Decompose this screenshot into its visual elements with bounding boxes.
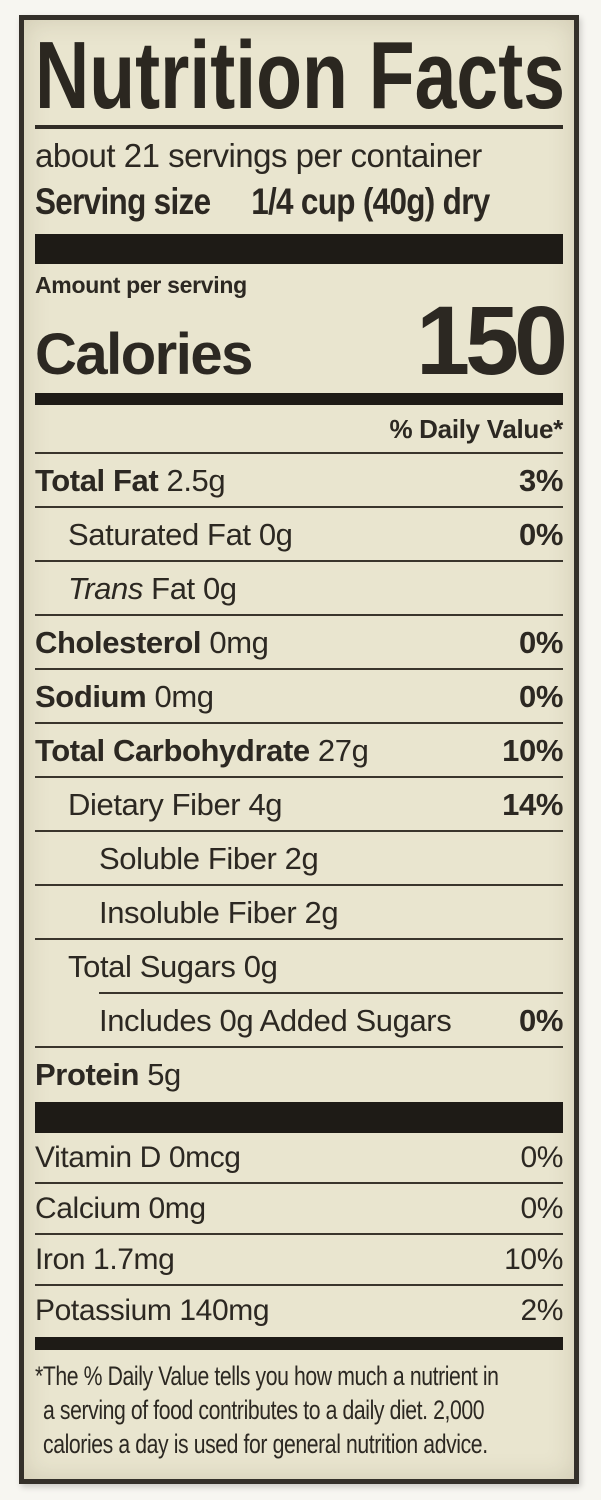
daily-value: 10% [502, 733, 563, 768]
footnote-line: calories a day is used for general nutri… [43, 1429, 488, 1459]
nutrient-row-calcium: Calcium 0mg 0% [35, 1182, 563, 1233]
nutrient-name: Dietary Fiber 4g [68, 787, 283, 822]
nutrient-row-total-fat: Total Fat 2.5g 3% [35, 452, 563, 506]
daily-value: 0% [518, 517, 563, 552]
label-title: Nutrition Facts [35, 34, 565, 120]
nutrient-row-saturated-fat: Saturated Fat 0g 0% [35, 506, 563, 560]
nutrient-name: Potassium 140mg [35, 1294, 270, 1327]
calories-row: Calories 150 [35, 286, 568, 395]
nutrient-row-protein: Protein 5g [35, 1046, 563, 1100]
nutrient-name: Vitamin D 0mcg [35, 1141, 241, 1174]
serving-size-label: Serving size [35, 181, 211, 222]
nutrient-name: Insoluble Fiber 2g [99, 895, 339, 930]
nutrient-name: Trans Fat 0g [68, 571, 237, 606]
nutrient-name: Total Sugars 0g [68, 949, 278, 984]
added-sugars-inset-divider [99, 992, 563, 994]
daily-value: 0% [518, 679, 563, 714]
nutrient-row-soluble-fiber: Soluble Fiber 2g [35, 830, 563, 884]
daily-value-header: % Daily Value* [389, 414, 563, 444]
nutrient-row-iron: Iron 1.7mg 10% [35, 1233, 563, 1284]
micronutrient-rows: Vitamin D 0mcg 0% Calcium 0mg 0% Iron 1.… [35, 1133, 563, 1335]
separator-bar-medium [35, 393, 563, 405]
nutrient-rows: Total Fat 2.5g 3% Saturated Fat 0g 0% Tr… [35, 452, 563, 1100]
nutrient-name: Protein 5g [35, 1057, 181, 1092]
serving-size-value: 1/4 cup (40g) dry [251, 181, 490, 222]
nutrient-row-trans-fat: Trans Fat 0g [35, 560, 563, 614]
nutrient-name: Iron 1.7mg [35, 1243, 175, 1276]
serving-size-gap [210, 179, 251, 224]
nutrient-row-insoluble-fiber: Insoluble Fiber 2g [35, 884, 563, 938]
daily-value: 3% [518, 463, 563, 498]
nutrient-row-cholesterol: Cholesterol 0mg 0% [35, 614, 563, 668]
daily-value: 2% [520, 1294, 563, 1327]
nutrient-row-total-sugars: Total Sugars 0g [35, 938, 563, 992]
nutrition-facts-label: Nutrition Facts about 21 servings per co… [19, 15, 579, 1484]
daily-value-footnote: *The % Daily Value tells you how much a … [35, 1359, 563, 1461]
nutrient-row-added-sugars: Includes 0g Added Sugars 0% [35, 994, 563, 1046]
nutrient-name: Saturated Fat 0g [68, 517, 293, 552]
amount-per-serving-label: Amount per serving [35, 272, 247, 298]
daily-value: 0% [520, 1141, 563, 1174]
servings-per-container: about 21 servings per container [35, 137, 482, 174]
nutrient-row-dietary-fiber: Dietary Fiber 4g 14% [35, 776, 563, 830]
nutrient-row-vitamin-d: Vitamin D 0mcg 0% [35, 1133, 563, 1182]
separator-bar-small [35, 1337, 563, 1350]
nutrient-row-sodium: Sodium 0mg 0% [35, 668, 563, 722]
nutrient-name: Total Fat 2.5g [35, 463, 226, 498]
nutrient-row-total-carbohydrate: Total Carbohydrate 27g 10% [35, 722, 563, 776]
nutrient-row-potassium: Potassium 140mg 2% [35, 1284, 563, 1335]
nutrient-name: Total Carbohydrate 27g [35, 733, 369, 768]
daily-value: 14% [502, 787, 563, 822]
daily-value: 0% [520, 1192, 563, 1225]
nutrient-name: Includes 0g Added Sugars [99, 1003, 452, 1038]
nutrient-name: Cholesterol 0mg [35, 625, 269, 660]
daily-value: 0% [518, 1003, 563, 1038]
footnote-line: a serving of food contributes to a daily… [43, 1395, 485, 1425]
daily-value: 10% [504, 1243, 563, 1276]
footnote-line: *The % Daily Value tells you how much a … [35, 1361, 499, 1391]
serving-size-row: Serving size 1/4 cup (40g) dry [35, 179, 563, 224]
calories-value: 150 [416, 286, 568, 395]
separator-bar-thick [35, 234, 563, 264]
label-title-graphic: Nutrition Facts [35, 34, 565, 120]
daily-value: 0% [518, 625, 563, 660]
separator-bar-thick [35, 1102, 563, 1133]
nutrient-name: Sodium 0mg [35, 679, 214, 714]
title-divider [35, 125, 563, 129]
nutrient-name: Calcium 0mg [35, 1192, 206, 1225]
calories-label: Calories [35, 322, 253, 387]
nutrient-name: Soluble Fiber 2g [99, 841, 319, 876]
